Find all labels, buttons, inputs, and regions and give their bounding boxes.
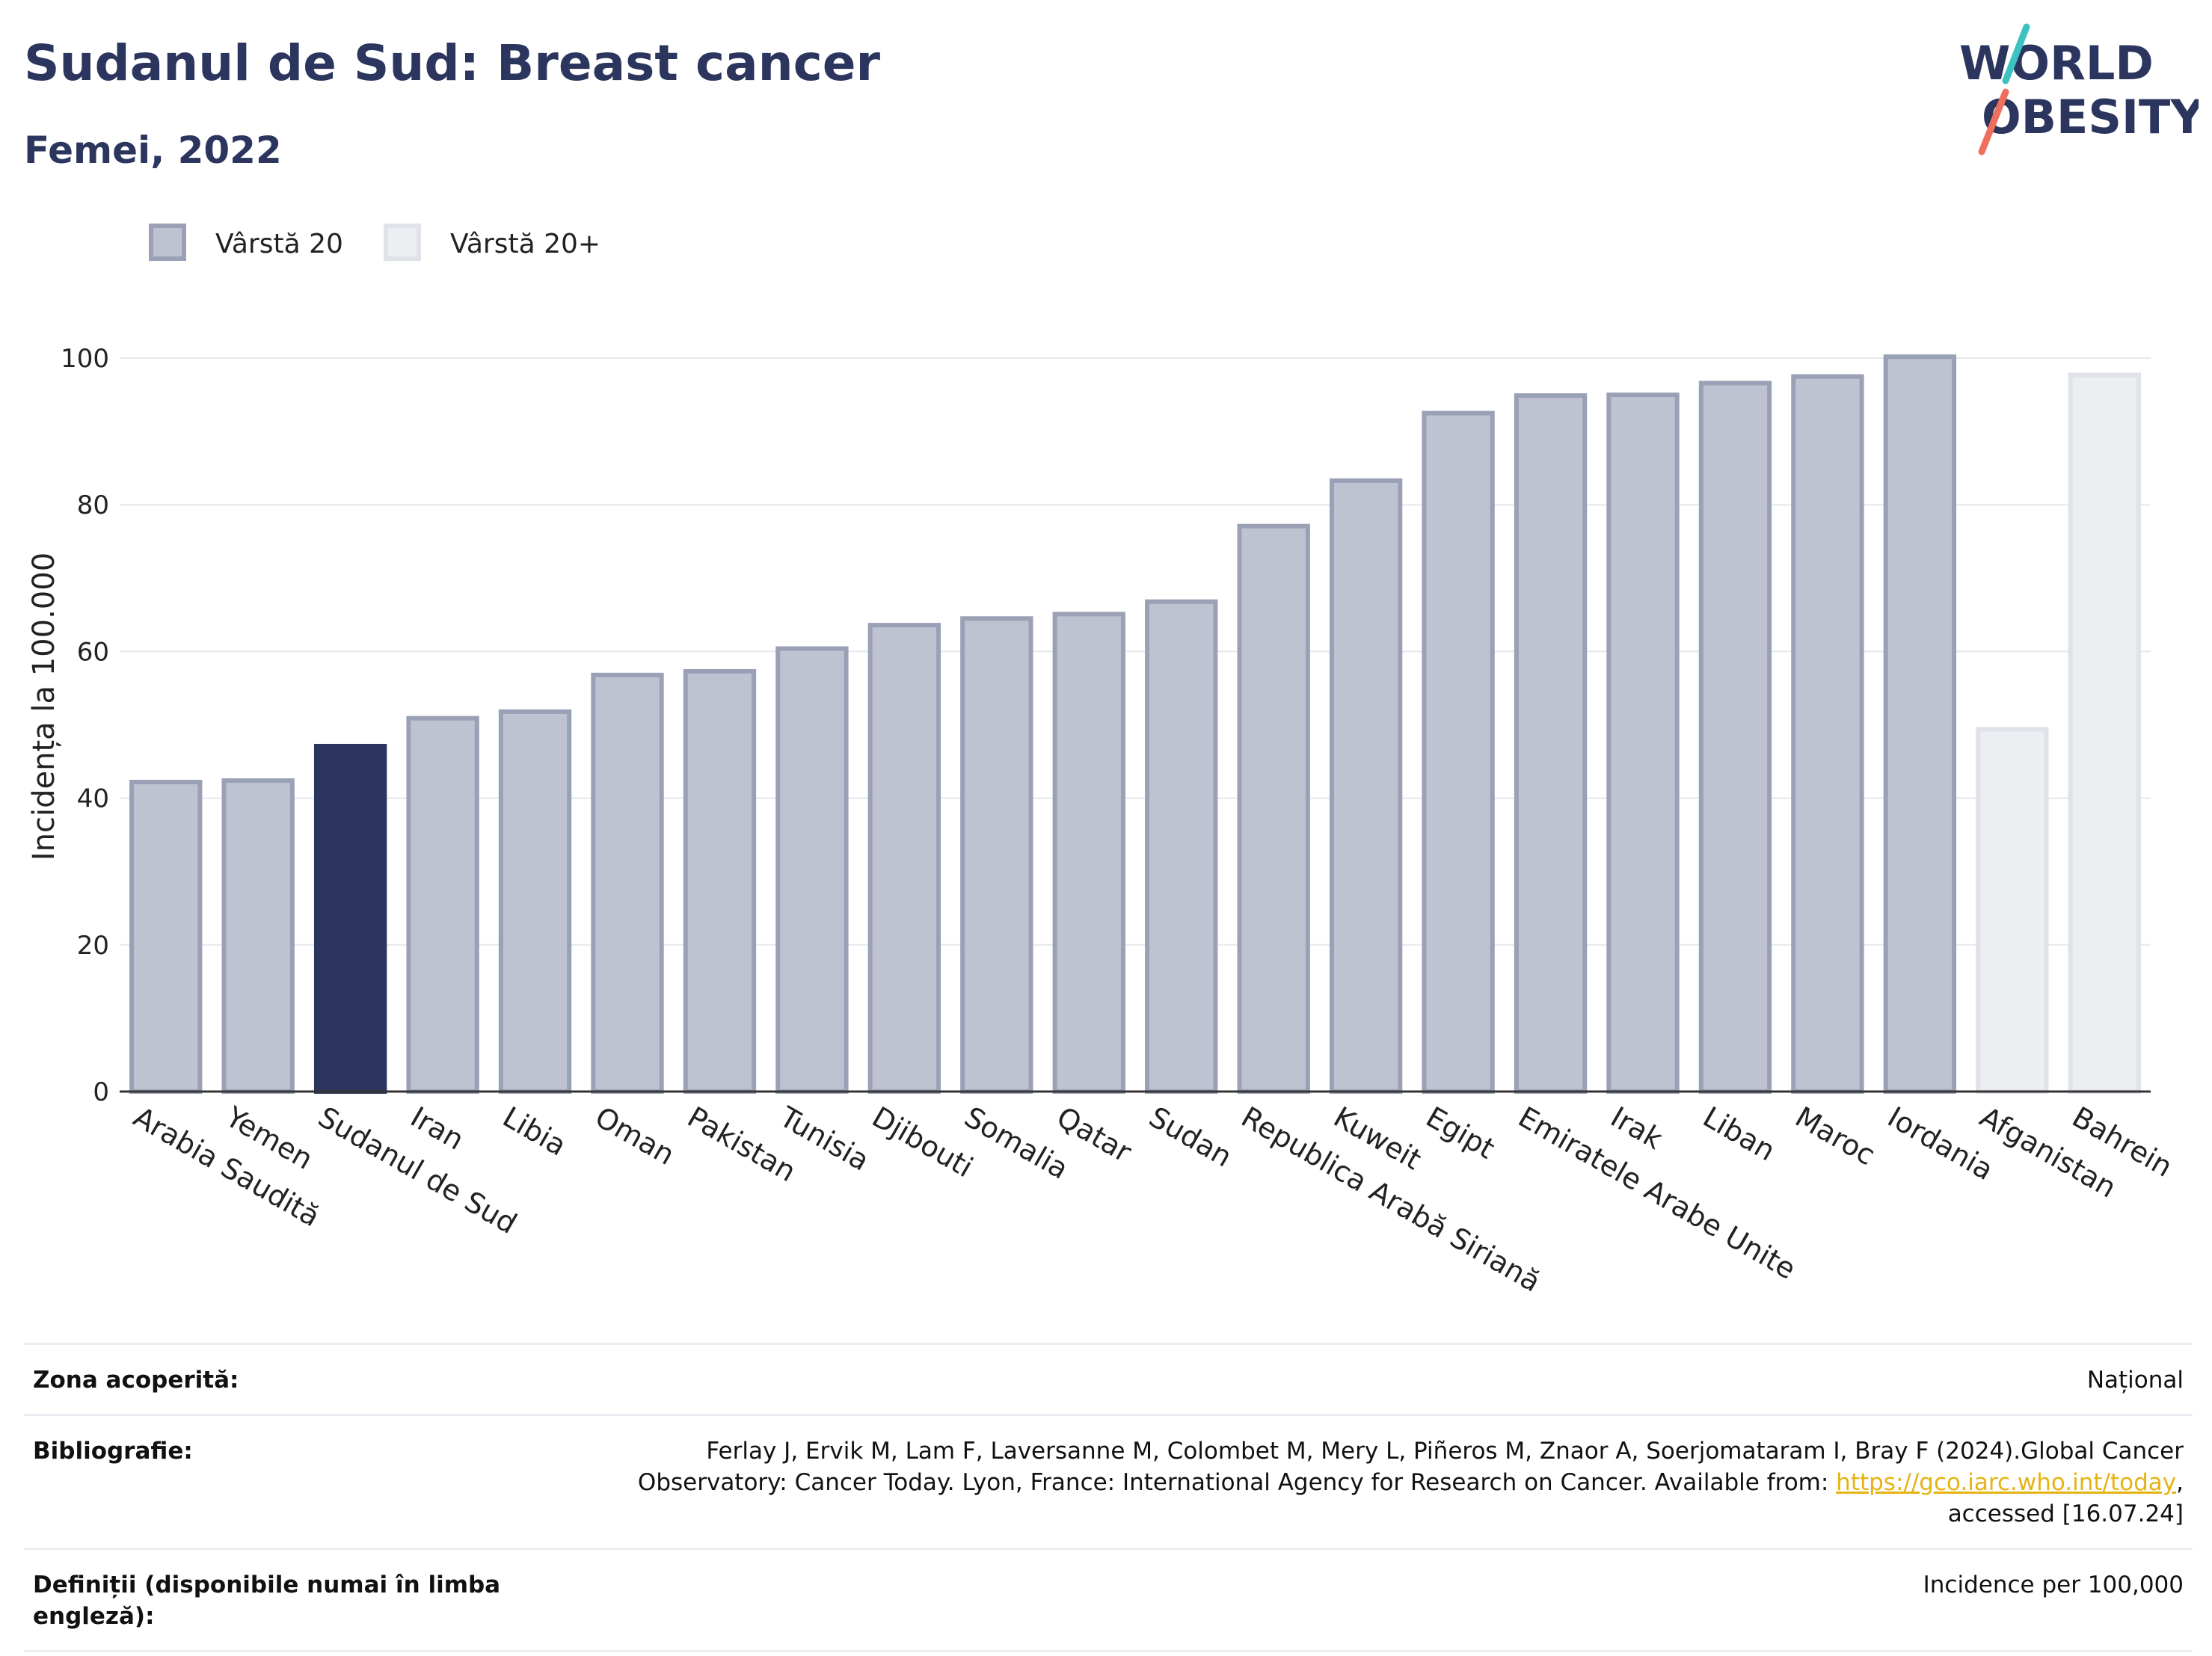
zone-label: Zona acoperită: — [33, 1367, 239, 1394]
logo-slash-teal — [2002, 23, 2030, 84]
definitions-label: Definiții (disponibile numai în limba en… — [33, 1572, 501, 1630]
x-tick-label: Somalia — [959, 1101, 1074, 1186]
bar-pakistan[interactable] — [683, 668, 757, 1094]
legend-label-age20: Vârstă 20 — [215, 229, 343, 259]
x-tick-label: Maroc — [1789, 1101, 1881, 1172]
bar-afganistan[interactable] — [1976, 727, 2049, 1095]
y-tick-label: 60 — [77, 637, 109, 667]
bar-egipt[interactable] — [1422, 410, 1495, 1094]
x-tick-label: Libia — [497, 1101, 572, 1163]
bars — [129, 354, 2141, 1095]
bar-yemen[interactable] — [221, 778, 295, 1094]
y-tick-label: 0 — [93, 1077, 109, 1107]
bar-tunisia[interactable] — [775, 646, 849, 1094]
x-tick-label: Liban — [1698, 1101, 1781, 1168]
x-tick-label: Egipt — [1421, 1101, 1501, 1166]
logo-slash-coral — [1978, 88, 2009, 156]
y-axis-label: Incidența la 100.000 — [27, 552, 61, 861]
bar-irak[interactable] — [1606, 393, 1680, 1094]
bar-arabia-saudită[interactable] — [129, 780, 203, 1094]
y-axis-ticks: 0 20 40 60 80 100 — [61, 344, 109, 1107]
bibliography-text: Ferlay J, Ervik M, Lam F, Laversanne M, … — [637, 1438, 2184, 1496]
info-row-definitions: Definiții (disponibile numai în limba en… — [24, 1548, 2193, 1652]
logo-text-obesity: OBESITY — [1982, 90, 2199, 144]
bar-liban[interactable] — [1698, 381, 1772, 1094]
info-row-bibliography: Bibliografie: Ferlay J, Ervik M, Lam F, … — [24, 1414, 2193, 1548]
legend-swatch-age20plus[interactable] — [384, 224, 421, 261]
info-row-zone: Zona acoperită: Național — [24, 1343, 2193, 1414]
bar-somalia[interactable] — [960, 616, 1033, 1094]
y-tick-label: 40 — [77, 784, 109, 814]
bar-republica-arabă-siriană[interactable] — [1237, 523, 1310, 1094]
x-tick-label: Oman — [590, 1101, 681, 1172]
info-table: Zona acoperită: Național Bibliografie: F… — [24, 1343, 2193, 1652]
bar-sudan[interactable] — [1145, 599, 1218, 1094]
legend-label-age20plus: Vârstă 20+ — [450, 229, 600, 259]
bar-kuweit[interactable] — [1329, 478, 1403, 1094]
bar-djibouti[interactable] — [867, 623, 941, 1094]
bibliography-label: Bibliografie: — [33, 1438, 193, 1465]
y-tick-label: 100 — [61, 344, 109, 374]
bibliography-value: Ferlay J, Ervik M, Lam F, Laversanne M, … — [553, 1435, 2184, 1530]
x-tick-label: Djibouti — [867, 1101, 979, 1184]
chart-subtitle: Femei, 2022 — [24, 129, 282, 172]
zone-value: Național — [2086, 1367, 2184, 1394]
legend-swatch-age20[interactable] — [149, 224, 186, 261]
x-tick-label: Irak — [1606, 1101, 1668, 1156]
y-tick-label: 80 — [77, 490, 109, 520]
x-tick-label: Iran — [405, 1101, 470, 1157]
bar-qatar[interactable] — [1052, 612, 1125, 1094]
bibliography-tail: , accessed [16.07.24] — [1947, 1469, 2184, 1527]
chart-title: Sudanul de Sud: Breast cancer — [24, 34, 881, 92]
bar-maroc[interactable] — [1791, 374, 1864, 1095]
y-tick-label: 20 — [77, 931, 109, 961]
bar-emiratele-arabe-unite[interactable] — [1514, 393, 1588, 1094]
bibliography-link[interactable]: https://gco.iarc.who.int/today — [1836, 1469, 2177, 1496]
x-tick-label: Sudan — [1143, 1101, 1238, 1174]
bar-libia[interactable] — [498, 709, 572, 1094]
bar-iordania[interactable] — [1883, 354, 1957, 1095]
logo-text-world: WORLD — [1959, 36, 2154, 90]
legend: Vârstă 20 Vârstă 20+ — [149, 224, 600, 261]
bar-chart: Vârstă 20 Vârstă 20+ 0 20 40 60 80 100 Incide… — [27, 224, 2178, 1299]
definitions-value: Incidence per 100,000 — [1923, 1572, 2184, 1598]
x-tick-label: Iordania — [1882, 1101, 1999, 1186]
bar-bahrein[interactable] — [2068, 372, 2141, 1095]
bar-oman[interactable] — [591, 672, 664, 1094]
bar-iran[interactable] — [406, 715, 479, 1094]
world-obesity-logo[interactable]: WORLD OBESITY — [1959, 21, 2199, 163]
bar-sudanul-de-sud[interactable] — [313, 743, 387, 1094]
